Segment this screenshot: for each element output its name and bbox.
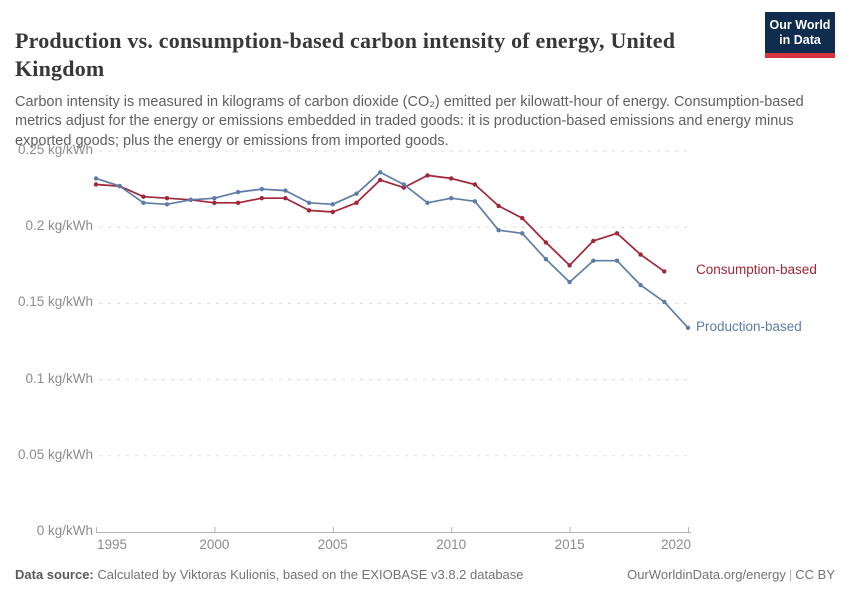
consumption-based-point-1995 — [93, 182, 99, 187]
production-based-point-2009 — [425, 200, 430, 205]
production-based-point-2013 — [520, 231, 525, 236]
production-based-point-2014 — [543, 257, 549, 262]
production-based-point-2015 — [567, 279, 572, 285]
production-based-point-2000 — [212, 196, 217, 201]
x-axis-tick-label: 2015 — [554, 537, 585, 552]
consumption-based-point-2009 — [425, 173, 430, 178]
consumption-based-label[interactable]: Consumption-based — [696, 262, 817, 278]
production-based-point-2004 — [306, 200, 312, 205]
production-based-point-1995 — [93, 176, 99, 181]
production-based-point-2006 — [354, 191, 359, 196]
x-axis-tick-label: 1995 — [96, 537, 128, 552]
consumption-based-point-2003 — [283, 196, 288, 201]
consumption-based-point-2012 — [496, 203, 501, 209]
production-based-point-1999 — [188, 197, 193, 202]
data-source-text: Calculated by Viktoras Kulionis, based o… — [97, 567, 524, 582]
production-based-point-2010 — [449, 196, 454, 201]
chart-title: Production vs. consumption-based carbon … — [15, 27, 676, 81]
production-based-point-2012 — [496, 228, 501, 233]
production-based-point-2002 — [259, 186, 264, 192]
y-axis-tick-label: 0 kg/kWh — [36, 523, 93, 538]
consumption-based-point-2019 — [662, 269, 667, 274]
consumption-based-point-1998 — [164, 196, 170, 201]
consumption-based-point-2016 — [591, 238, 596, 244]
production-based-point-2019 — [662, 299, 667, 305]
x-axis-tick-label: 2005 — [317, 537, 348, 552]
owid-url-link[interactable]: OurWorldinData.org/energy — [627, 567, 786, 582]
consumption-based-point-2015 — [567, 263, 572, 268]
consumption-based-point-2013 — [520, 215, 525, 221]
production-based-line[interactable] — [95, 171, 689, 329]
consumption-based-point-2011 — [472, 182, 478, 187]
owid-logo[interactable]: Our World in Data — [765, 12, 835, 58]
x-axis-tick-label: 2010 — [436, 537, 467, 552]
consumption-based-point-2018 — [638, 252, 643, 257]
y-axis-tick-label: 0.1 kg/kWh — [25, 370, 93, 386]
data-source-note: Data source: Calculated by Viktoras Kuli… — [15, 567, 524, 582]
consumption-based-line[interactable] — [95, 174, 665, 273]
y-axis-tick-label: 0.15 kg/kWh — [17, 294, 93, 310]
y-axis-tick-label: 0.05 kg/kWh — [17, 446, 93, 462]
owid-logo-line1: Our World — [769, 18, 831, 32]
production-based-point-2001 — [235, 189, 241, 195]
consumption-based-point-2007 — [378, 177, 383, 183]
production-based-point-2007 — [378, 170, 383, 175]
production-based-point-2008 — [401, 182, 406, 187]
chart-footer: Data source: Calculated by Viktoras Kuli… — [15, 567, 835, 582]
x-axis-tick-label: 2000 — [199, 537, 230, 552]
consumption-based-point-2000 — [212, 200, 217, 205]
production-based-point-2018 — [638, 282, 643, 288]
consumption-based-point-1997 — [141, 194, 146, 199]
y-axis-tick-label: 0.2 kg/kWh — [25, 218, 93, 234]
consumption-based-point-2010 — [449, 176, 454, 181]
consumption-based-point-2014 — [543, 240, 549, 245]
production-based-point-2017 — [614, 258, 620, 263]
production-based-point-2016 — [591, 258, 596, 263]
production-based-point-1996 — [117, 183, 122, 189]
y-axis-tick-label: 0.25 kg/kWh — [17, 142, 93, 157]
x-axis-tick-label: 2020 — [660, 537, 692, 552]
consumption-based-point-2017 — [614, 231, 620, 236]
footer-separator: | — [788, 567, 793, 582]
owid-logo-line2: in Data — [779, 33, 821, 47]
footer-credit: OurWorldinData.org/energy | CC BY — [627, 567, 835, 582]
consumption-based-point-2002 — [259, 196, 264, 201]
production-based-label[interactable]: Production-based — [696, 318, 802, 334]
license-label: CC BY — [795, 567, 835, 582]
production-based-point-2011 — [472, 199, 478, 204]
production-based-point-2020 — [685, 325, 691, 330]
chart-subtitle: Carbon intensity is measured in kilogram… — [15, 93, 804, 149]
production-based-point-1998 — [164, 202, 170, 207]
production-based-point-1997 — [141, 200, 146, 205]
consumption-based-point-2006 — [354, 200, 359, 205]
consumption-based-point-2004 — [306, 208, 312, 213]
consumption-based-point-2001 — [235, 200, 241, 205]
consumption-based-point-2005 — [330, 209, 335, 215]
consumption-based-point-2008 — [401, 185, 406, 190]
production-based-point-2005 — [330, 202, 335, 207]
production-based-point-2003 — [283, 188, 288, 193]
data-source-label: Data source: — [15, 567, 94, 582]
